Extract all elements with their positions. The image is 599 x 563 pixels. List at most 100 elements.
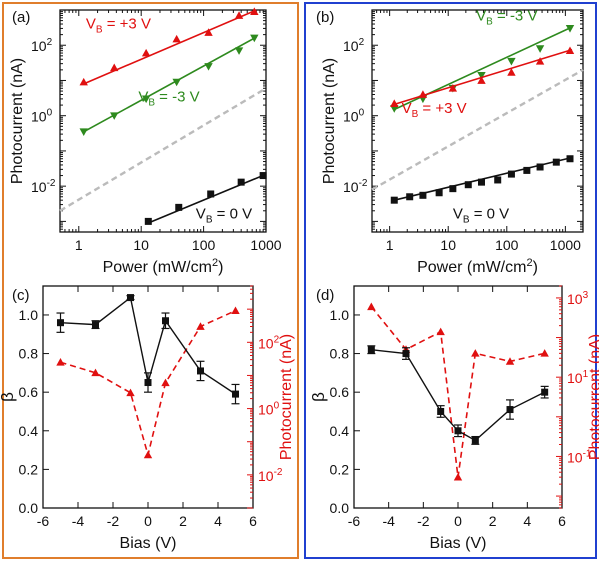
x-tick-label: 4 (214, 513, 222, 529)
beta-point (506, 406, 514, 414)
y2-tick-label: 103 (567, 290, 589, 307)
data-point (234, 11, 244, 19)
photocurrent-point (367, 302, 376, 311)
photocurrent-point (231, 306, 240, 315)
x-tick-label: 1 (75, 237, 83, 253)
x-tick-label: 6 (249, 513, 257, 529)
photocurrent-point (161, 378, 170, 387)
y2-tick-label: 102 (258, 334, 280, 351)
data-point (449, 185, 457, 193)
y-tick-label-exp: 0 (47, 108, 53, 119)
x-tick-label: 4 (523, 513, 531, 529)
beta-point (57, 319, 64, 327)
data-point (144, 217, 152, 225)
y-tick-label-exp: -2 (47, 178, 56, 189)
y-tick-label: 0.4 (330, 423, 350, 439)
data-point (250, 34, 259, 43)
y2-tick-label-base: 10 (567, 370, 583, 386)
beta-point (232, 390, 239, 398)
photocurrent-point (540, 349, 549, 357)
beta-point (471, 436, 479, 444)
fit-line (83, 9, 257, 85)
x-tick-label: 100 (495, 237, 519, 253)
panel-label: (b) (316, 9, 334, 26)
y-tick-label: 1.0 (330, 307, 350, 323)
y-tick-label: 0.0 (330, 500, 350, 516)
series-label-rest: = +3 V (103, 15, 151, 32)
y2-axis-label: Photocurrent (nA) (278, 334, 295, 460)
x-axis-label-text: Power (mW/cm (417, 259, 526, 276)
data-point (477, 71, 486, 80)
beta-point (197, 367, 204, 375)
beta-point (402, 350, 410, 358)
series-label-rest: = 0 V (470, 206, 510, 223)
y-tick-label: 0.8 (330, 346, 350, 362)
x-axis-label-text: Power (mW/cm (103, 259, 212, 276)
x-axis-label-end: ) (218, 259, 223, 276)
y2-tick-label: 100 (258, 401, 280, 418)
data-point (172, 78, 181, 87)
y-tick-label-base: 10 (343, 109, 359, 125)
y-tick-label-exp: 2 (47, 37, 53, 48)
y2-tick-label-exp: 2 (274, 334, 280, 345)
x-axis-label-sup: 2 (212, 257, 218, 269)
plot-area-0 (59, 9, 267, 233)
data-point (523, 166, 531, 174)
y-tick-label: 1.0 (19, 307, 39, 323)
y2-tick-label-exp: 1 (583, 369, 589, 380)
data-point (494, 176, 502, 184)
x-tick-label: -4 (382, 513, 395, 529)
y-tick-label: 0.6 (19, 384, 39, 400)
panel-label: (d) (316, 287, 334, 304)
data-point (110, 63, 119, 72)
beta-point (541, 388, 549, 396)
x-axis-label: Power (mW/cm2) (103, 257, 224, 276)
series-label-sub: B (148, 98, 155, 109)
x-tick-label: 0 (144, 513, 152, 529)
data-point (566, 155, 574, 163)
data-point (110, 112, 119, 120)
y-tick-label-base: 10 (31, 38, 47, 54)
series-label: VB = -3 V (138, 89, 199, 109)
series-label-v: V (402, 100, 412, 117)
y2-tick-label-exp: -2 (274, 467, 283, 478)
y-tick-label: 0.8 (19, 346, 39, 362)
y-axis-label-beta: β (0, 392, 17, 402)
data-point (79, 77, 88, 86)
photocurrent-point (436, 327, 445, 336)
beta-point (92, 321, 99, 329)
x-axis-label-sup: 2 (526, 257, 532, 269)
panel-label: (a) (12, 9, 30, 26)
data-point (204, 63, 213, 71)
y2-tick-label-base: 10 (567, 449, 583, 465)
y-tick-label-base: 10 (31, 109, 47, 125)
series-label-v: V (476, 8, 486, 25)
y2-tick-label-exp: 0 (274, 401, 280, 412)
photocurrent-point (453, 472, 463, 481)
data-point (565, 25, 575, 33)
y-tick-label: 0.0 (19, 500, 39, 516)
y-tick-label: 10-2 (31, 178, 56, 195)
x-axis-label: Power (mW/cm2) (417, 257, 538, 276)
y2-tick-label-base: 10 (258, 402, 274, 418)
photocurrent-point (471, 349, 480, 357)
x-axis-label: Bias (V) (120, 535, 177, 552)
data-point (448, 84, 458, 92)
data-point (419, 191, 427, 199)
data-point (464, 181, 472, 189)
series-label: VB = -3 V (476, 8, 537, 28)
y2-tick-label: 10-1 (567, 448, 592, 465)
series-label-rest: = +3 V (418, 100, 466, 117)
photocurrent-point (196, 322, 205, 330)
photocurrent-line (370, 306, 545, 478)
x-tick-label: -2 (417, 513, 430, 529)
y-tick-label: 102 (343, 37, 365, 54)
fit-line (147, 174, 265, 224)
beta-point (454, 427, 462, 435)
y-tick-label: 100 (31, 108, 53, 125)
data-point (390, 99, 399, 107)
data-point (536, 163, 544, 171)
x-tick-label: 1 (386, 237, 394, 253)
x-tick-label: 10 (440, 237, 456, 253)
y-tick-label-exp: 2 (359, 37, 365, 48)
